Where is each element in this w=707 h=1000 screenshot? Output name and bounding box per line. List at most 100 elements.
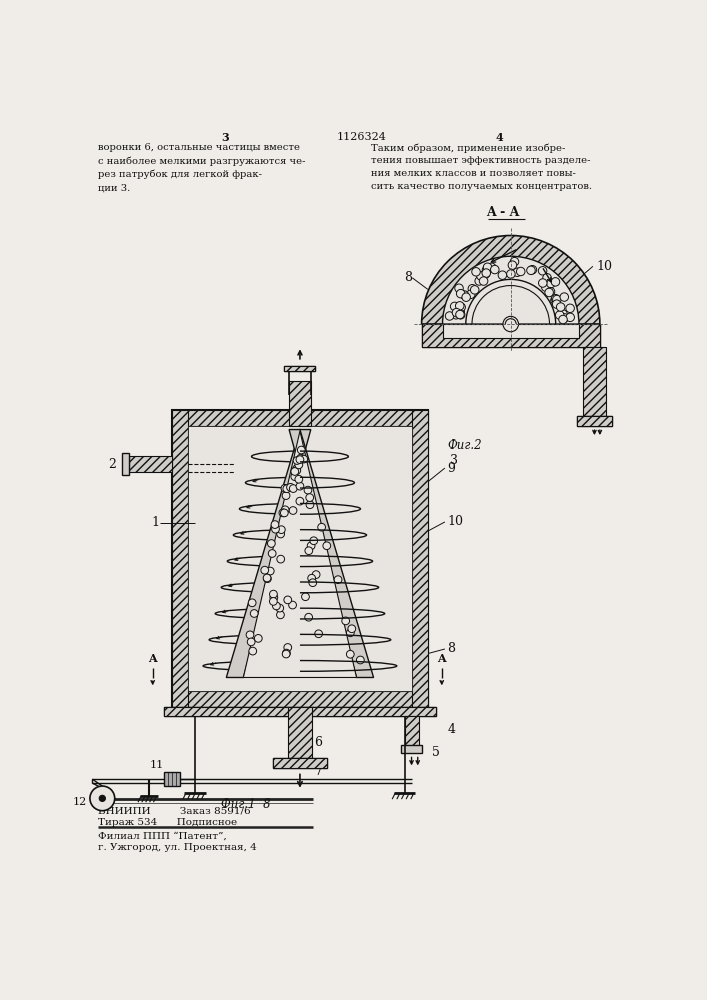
Circle shape [284, 644, 291, 651]
Bar [577, 416, 612, 426]
Text: 11: 11 [149, 760, 164, 770]
Circle shape [556, 311, 564, 319]
Circle shape [276, 530, 284, 538]
Circle shape [552, 300, 561, 308]
Circle shape [356, 656, 364, 664]
Circle shape [291, 468, 298, 475]
Circle shape [308, 574, 315, 582]
Circle shape [543, 274, 551, 282]
Circle shape [456, 308, 464, 316]
Text: 1: 1 [151, 516, 159, 529]
Bar [404, 716, 419, 747]
Text: Фиг.1  8: Фиг.1 8 [221, 798, 271, 811]
Text: 12: 12 [73, 797, 87, 807]
Circle shape [281, 506, 289, 514]
Circle shape [551, 294, 560, 303]
Circle shape [271, 525, 279, 533]
Circle shape [341, 617, 349, 625]
Circle shape [346, 629, 354, 637]
Text: 9: 9 [448, 462, 455, 475]
Text: A: A [438, 653, 446, 664]
Circle shape [279, 509, 287, 517]
Circle shape [462, 293, 470, 301]
Bar [412, 410, 428, 707]
Circle shape [477, 272, 485, 280]
Text: 8: 8 [448, 642, 455, 655]
Bar [273, 758, 327, 768]
Circle shape [498, 271, 507, 279]
Circle shape [547, 279, 555, 288]
Circle shape [90, 786, 115, 811]
Circle shape [517, 267, 525, 276]
Bar [273, 758, 327, 768]
Bar [288, 707, 312, 758]
Text: 10: 10 [448, 515, 463, 528]
Circle shape [277, 555, 285, 563]
Circle shape [482, 266, 491, 274]
Circle shape [312, 571, 320, 578]
Circle shape [269, 598, 277, 605]
Bar [284, 366, 315, 371]
Circle shape [470, 286, 479, 294]
Circle shape [538, 267, 547, 275]
Bar [172, 410, 187, 707]
Circle shape [99, 795, 105, 801]
Text: 5: 5 [432, 746, 440, 759]
Circle shape [297, 454, 305, 462]
Bar [129, 456, 172, 472]
Circle shape [559, 315, 567, 324]
Polygon shape [226, 430, 311, 677]
Circle shape [559, 310, 567, 318]
Bar [577, 416, 612, 426]
Circle shape [455, 284, 463, 292]
Circle shape [460, 291, 469, 299]
Circle shape [310, 537, 317, 545]
Circle shape [293, 467, 300, 474]
Circle shape [323, 542, 331, 550]
Circle shape [566, 313, 575, 322]
Circle shape [508, 261, 517, 269]
Circle shape [457, 289, 465, 298]
Circle shape [309, 579, 317, 587]
Circle shape [246, 631, 254, 639]
Circle shape [452, 308, 461, 317]
Circle shape [457, 303, 465, 311]
Text: воронки 6, остальные частицы вместе
с наиболее мелкими разгружаются че-
рез патр: воронки 6, остальные частицы вместе с на… [98, 143, 305, 192]
Circle shape [281, 484, 288, 492]
Circle shape [491, 265, 499, 274]
Circle shape [271, 521, 279, 528]
Bar [187, 426, 412, 691]
Circle shape [346, 650, 354, 658]
Circle shape [306, 494, 314, 501]
Circle shape [452, 311, 460, 319]
Circle shape [545, 288, 554, 297]
Text: ВНИИПИ         Заказ 8591/6: ВНИИПИ Заказ 8591/6 [98, 807, 250, 816]
Circle shape [291, 473, 298, 480]
Circle shape [293, 465, 300, 473]
Circle shape [513, 268, 522, 276]
Bar [164, 707, 436, 716]
Bar [401, 745, 422, 753]
Circle shape [334, 576, 342, 584]
Circle shape [296, 497, 304, 505]
Bar [122, 453, 129, 475]
Circle shape [247, 638, 255, 646]
Circle shape [468, 285, 477, 293]
Circle shape [308, 542, 315, 550]
Circle shape [457, 311, 465, 319]
Circle shape [305, 613, 312, 621]
Circle shape [255, 635, 262, 642]
Bar [421, 324, 600, 347]
Circle shape [315, 630, 322, 638]
Circle shape [286, 483, 294, 491]
Circle shape [272, 602, 280, 610]
Circle shape [295, 461, 303, 469]
Circle shape [553, 295, 561, 304]
Circle shape [527, 266, 535, 275]
Bar [172, 410, 428, 426]
Text: Тираж 534      Подписное: Тираж 534 Подписное [98, 818, 237, 827]
Text: 3: 3 [222, 132, 230, 143]
Text: Таким образом, применение изобре-
тения повышает эффективность разделе-
ния мелк: Таким образом, применение изобре- тения … [371, 143, 592, 191]
Text: 8: 8 [404, 271, 411, 284]
Text: 10: 10 [596, 260, 612, 273]
